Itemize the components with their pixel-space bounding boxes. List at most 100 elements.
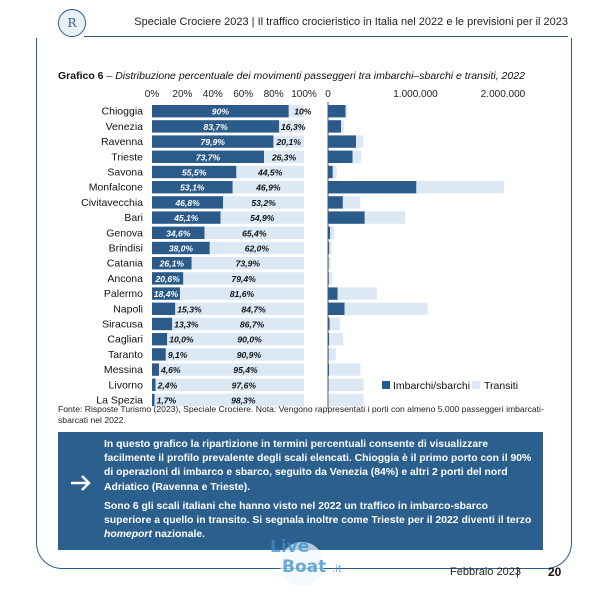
abs-bar-transiti [356,135,364,148]
pct-label-imbarchi: 38,0% [169,244,194,254]
abs-tick-label: 2.000.000 [481,89,526,100]
abs-bar-transiti [330,226,335,239]
abs-bar-transiti [352,150,362,163]
pct-label-transiti: 84,7% [241,304,266,314]
pct-bar-imbarchi [152,287,180,300]
abs-bar-transiti [337,287,377,300]
category-label: Venezia [106,121,144,133]
pct-bar-transiti [179,287,304,300]
pct-label-imbarchi: 2,4% [157,380,178,390]
pct-bar-imbarchi [152,333,168,346]
pct-bar-transiti [232,181,304,194]
footer-separator: | [516,566,519,578]
pct-bar-imbarchi [152,196,224,209]
pct-label-transiti: 46,9% [255,183,281,193]
pct-bar-transiti [183,272,304,285]
pct-label-transiti: 26,3% [271,152,297,162]
abs-bar-imbarchi [328,257,329,270]
pct-label-imbarchi: 1,7% [157,396,177,406]
pct-bar-transiti [165,348,304,361]
pct-bar-transiti [158,363,304,376]
passenger-distribution-chart: 0% 20% 40% 60% 80% 100% 0 1.000.000 2.000.000 Chi… [81,89,526,409]
callout-p2-italic: homeport [104,529,152,541]
category-label: Chioggia [102,106,144,118]
category-label: Genova [106,227,143,239]
pct-label-imbarchi: 83,7% [203,122,228,132]
pct-bar-imbarchi [152,150,265,163]
abs-bar-transiti [344,302,428,315]
pct-bar-imbarchi [152,226,205,239]
chart-title-label: Grafico 6 [58,70,104,82]
abs-bar-transiti [416,181,504,194]
category-label: La Spezia [96,395,143,407]
pct-tick-label: 40% [203,89,223,100]
abs-tick-label: 0 [325,89,331,100]
abs-bar-imbarchi [328,348,329,361]
pct-bar-imbarchi [152,393,155,407]
pct-label-transiti: 65,4% [242,228,267,238]
pct-bar-transiti [273,135,304,148]
legend-label-transiti: Transiti [484,380,518,392]
pct-bar-imbarchi [152,302,176,315]
pct-bar-imbarchi [152,378,156,391]
abs-tick-label: 1.000.000 [393,89,438,100]
pct-label-transiti: 81,6% [230,289,255,299]
pct-bar-transiti [264,150,304,163]
category-label: Savona [107,167,143,179]
category-label: Palermo [104,288,143,300]
pct-bar-transiti [288,105,304,118]
category-label: Trieste [111,151,143,163]
pct-bar-imbarchi [152,135,274,148]
pct-label-imbarchi: 79,9% [201,137,226,147]
abs-bar-transiti [328,393,364,407]
chart-title-text: – Distribuzione percentuale dei moviment… [103,70,525,82]
pct-bar-transiti [172,317,304,331]
abs-bar-transiti [328,257,331,270]
pct-label-imbarchi: 90% [212,107,230,117]
pct-label-transiti: 73,9% [236,259,261,269]
watermark-suffix: .it [332,564,342,575]
liveboat-watermark: Live Boat .it [270,537,342,586]
legend-swatch-transiti [472,381,480,389]
pct-bar-imbarchi [152,241,210,255]
chart-title: Grafico 6 – Distribuzione percentuale de… [58,70,525,82]
arrow-right-icon [71,475,91,491]
header-title: Speciale Crociere 2023 | Il traffico cro… [134,16,568,28]
abs-bar-imbarchi [328,165,333,179]
pct-tick-label: 80% [264,89,284,100]
pct-bar-transiti [223,196,304,209]
pct-label-transiti: 53,2% [251,198,276,208]
category-label: Cagliari [107,334,143,346]
abs-bar-imbarchi [328,226,331,239]
pct-label-imbarchi: 45,1% [173,213,199,223]
pct-bar-transiti [204,226,304,239]
pct-label-imbarchi: 9,1% [168,350,188,360]
abs-bar-imbarchi [328,378,329,391]
pct-bar-imbarchi [152,211,221,224]
pct-bar-imbarchi [152,257,192,270]
pct-label-transiti: 98,3% [231,396,256,406]
pct-bar-transiti [154,393,304,407]
abs-bar-imbarchi [328,150,353,163]
abs-bar-imbarchi [328,196,343,209]
pct-label-imbarchi: 26,1% [159,259,185,269]
pct-bar-imbarchi [152,363,159,376]
pct-tick-label: 0% [145,89,160,100]
pct-bar-transiti [236,165,304,179]
pct-bar-transiti [220,211,304,224]
abs-bar-imbarchi [328,363,330,376]
pct-label-transiti: 97,6% [232,380,257,390]
pct-bar-transiti [191,257,304,270]
legend-swatch-imbarchi [382,381,390,389]
abs-bar-imbarchi [328,135,356,148]
pct-label-imbarchi: 15,3% [177,304,202,314]
pct-label-transiti: 95,4% [233,365,258,375]
pct-bar-transiti [155,378,304,391]
callout-text: In questo grafico la ripartizione in ter… [104,438,533,547]
pct-label-imbarchi: 4,6% [160,365,181,375]
abs-bar-imbarchi [328,120,342,133]
header-rule [84,36,568,37]
report-logo: R [58,9,86,37]
category-label: Napoli [113,303,143,315]
abs-bar-transiti [342,196,361,209]
